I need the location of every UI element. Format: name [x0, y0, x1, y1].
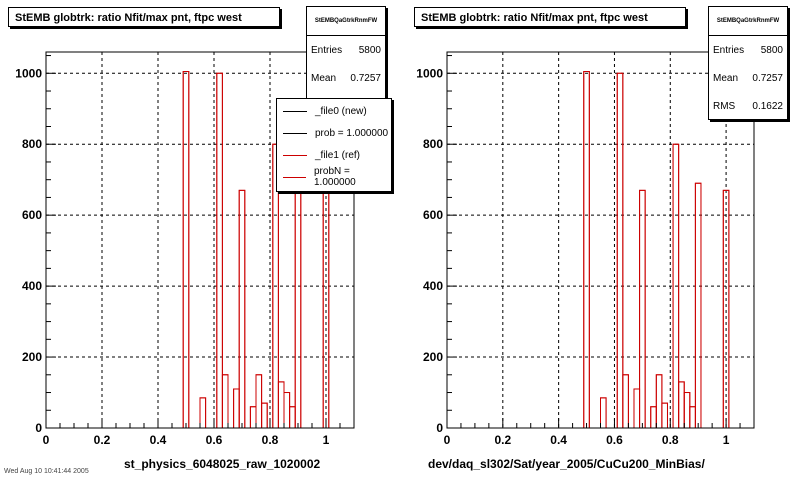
histogram-bin — [722, 189, 730, 429]
histogram-bin — [249, 406, 257, 429]
y-tick-label: 800 — [423, 137, 443, 151]
stats-label: Entries — [311, 44, 343, 56]
y-tick-label: 600 — [22, 208, 42, 222]
histogram-bin — [261, 402, 268, 429]
histogram-bin — [289, 406, 296, 429]
y-tick-label: 0 — [436, 421, 443, 435]
x-tick-label: 0.2 — [94, 433, 111, 447]
stats-box-title: StEMBQaGtrkRnmFW — [307, 7, 385, 36]
y-tick-label: 1000 — [15, 66, 42, 80]
legend-line-new — [283, 132, 307, 134]
histogram-bin — [678, 381, 685, 429]
histogram-bin — [294, 179, 302, 429]
legend-line-ref — [283, 176, 306, 178]
legend-line-ref — [283, 154, 307, 156]
histogram-bin — [322, 189, 330, 429]
right-pad: 0 0.2 0.4 0.6 0.8 1 0 200 400 600 800 1000 StEMB gl… — [402, 0, 800, 480]
stats-row-entries: Entries 5800 — [307, 36, 385, 64]
histogram-bin — [689, 406, 696, 429]
histogram-bin — [238, 189, 246, 429]
stats-value: 5800 — [358, 44, 381, 56]
histogram-bin — [283, 392, 291, 429]
x-axis-title: st_physics_6048025_raw_1020002 — [124, 457, 321, 471]
legend-entry: probN = 1.000000 — [277, 166, 391, 188]
histogram-outline — [452, 71, 749, 429]
x-tick-label: 0.4 — [550, 433, 567, 447]
right-histogram-plot: 0 0.2 0.4 0.6 0.8 1 0 200 400 600 800 1000 — [416, 51, 755, 447]
x-tick-label: 0.2 — [494, 433, 511, 447]
stats-label: RMS — [713, 100, 736, 112]
histogram-bin — [182, 71, 190, 429]
histogram-bin — [277, 381, 285, 429]
histogram-bin — [199, 397, 207, 429]
legend: _file0 (new) prob = 1.000000 _file1 (ref… — [276, 98, 392, 192]
legend-entry: prob = 1.000000 — [277, 123, 391, 143]
stats-label: Mean — [713, 72, 739, 84]
y-tick-label: 400 — [423, 279, 443, 293]
histogram-bin — [255, 374, 263, 429]
stats-row-entries: Entries 5800 — [709, 36, 787, 64]
histogram-bin — [633, 388, 641, 429]
legend-label: _file0 (new) — [315, 105, 367, 117]
x-axis-title: dev/daq_sl302/Sat/year_2005/CuCu200_MinB… — [428, 457, 705, 471]
histogram-bin — [216, 72, 223, 429]
x-tick-label: 0 — [43, 433, 50, 447]
histogram-bin — [661, 402, 668, 429]
y-tick-label: 0 — [35, 421, 42, 435]
legend-entry: _file1 (ref) — [277, 145, 391, 165]
y-tick-label: 200 — [22, 350, 42, 364]
stats-row-mean: Mean 0.7257 — [709, 64, 787, 92]
x-tick-label: 0 — [444, 433, 451, 447]
x-tick-label: 0.8 — [262, 433, 279, 447]
y-tick-label: 800 — [22, 137, 42, 151]
stats-value: 5800 — [760, 44, 783, 56]
left-pad: 0 0.2 0.4 0.6 0.8 1 0 200 400 600 800 1000 StEMB gl… — [0, 0, 398, 480]
legend-entry: _file0 (new) — [277, 101, 391, 121]
plot-title: StEMB globtrk: ratio Nfit/max pnt, ftpc … — [8, 7, 280, 27]
stats-row-mean: Mean 0.7257 — [307, 64, 385, 92]
histogram-bin — [221, 374, 229, 429]
histogram-bin — [233, 388, 240, 429]
histogram-bin — [655, 374, 663, 429]
stats-label: Entries — [713, 44, 745, 56]
timestamp-footer: Wed Aug 10 10:41:44 2005 — [4, 468, 89, 475]
legend-label: probN = 1.000000 — [314, 166, 356, 188]
stats-box-title: StEMBQaGtrkRnmFW — [709, 7, 787, 36]
plot-title: StEMB globtrk: ratio Nfit/max pnt, ftpc … — [414, 7, 686, 27]
histogram-bin — [622, 374, 629, 429]
histogram-bin — [650, 406, 657, 429]
histogram-bin — [639, 189, 646, 429]
stats-value: 0.7257 — [350, 72, 381, 84]
x-tick-label: 0.6 — [206, 433, 223, 447]
x-tick-label: 0.4 — [150, 433, 167, 447]
stats-value: 0.1622 — [752, 100, 783, 112]
histogram-bin — [583, 71, 590, 429]
y-tick-label: 200 — [423, 350, 443, 364]
y-tick-label: 400 — [22, 279, 42, 293]
histogram-bin — [600, 397, 607, 429]
legend-label: _file1 (ref) — [315, 149, 361, 161]
histogram-bin — [694, 182, 702, 429]
stats-value: 0.7257 — [752, 72, 783, 84]
histogram-bin — [683, 392, 691, 429]
x-tick-label: 0.8 — [662, 433, 679, 447]
left-histogram-plot: 0 0.2 0.4 0.6 0.8 1 0 200 400 600 800 1000 — [15, 51, 355, 447]
legend-label: prob = 1.000000 — [315, 127, 389, 139]
stats-label: Mean — [311, 72, 337, 84]
legend-line-new — [283, 110, 307, 112]
stats-row-rms: RMS 0.1622 — [709, 92, 787, 120]
histogram-bin — [616, 72, 624, 429]
y-tick-label: 600 — [423, 208, 443, 222]
x-tick-label: 1 — [723, 433, 730, 447]
stats-box: StEMBQaGtrkRnmFW Entries 5800 Mean 0.725… — [708, 6, 788, 120]
x-tick-label: 0.6 — [606, 433, 623, 447]
x-tick-label: 1 — [323, 433, 330, 447]
y-tick-label: 1000 — [416, 66, 443, 80]
